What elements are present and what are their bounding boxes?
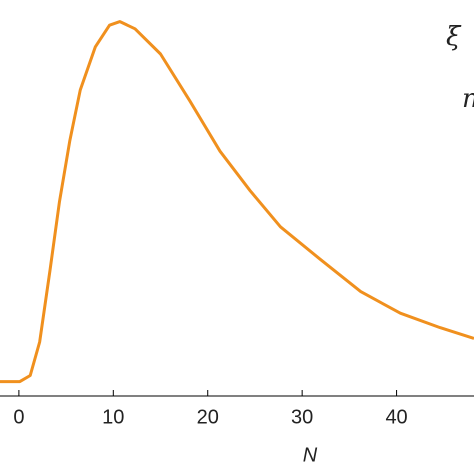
x-tick-label: 0 <box>13 406 24 428</box>
line <box>0 20 474 384</box>
x-tick-label: 30 <box>291 406 313 428</box>
x-tick-label: 40 <box>385 406 407 428</box>
x-tick-label: 10 <box>102 406 124 428</box>
annotation: ξ <box>446 22 462 52</box>
x-axis-label: N <box>303 444 318 466</box>
annotation: n <box>462 84 474 114</box>
x-tick-label: 20 <box>197 406 219 428</box>
